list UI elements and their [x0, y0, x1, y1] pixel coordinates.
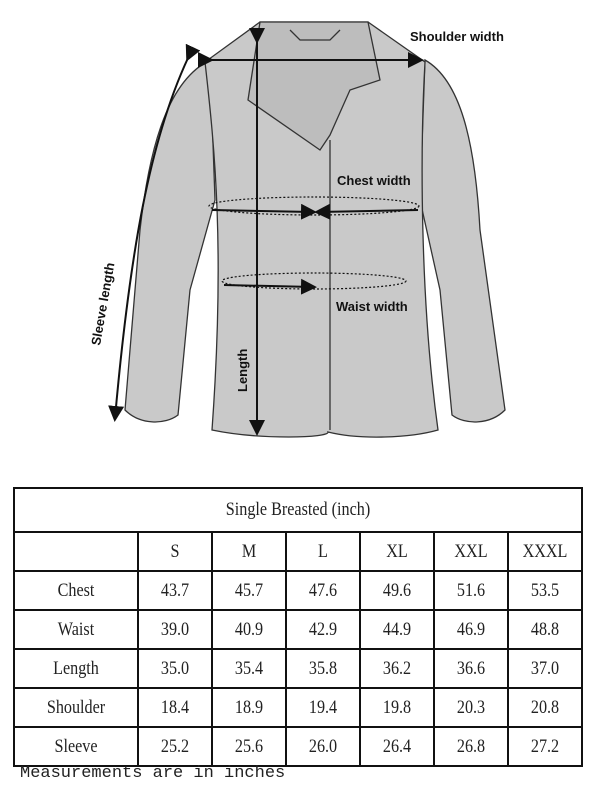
measurement-cell: 49.6	[364, 570, 430, 611]
measurement-cell: 26.0	[290, 726, 356, 767]
waist-width-label: Waist width	[336, 299, 408, 314]
measurement-cell: 44.9	[364, 609, 430, 650]
measurement-cell: 46.9	[438, 609, 504, 650]
measurement-cell: 36.6	[438, 648, 504, 689]
row-label: Waist	[22, 609, 130, 650]
row-label: Shoulder	[22, 687, 130, 728]
measurement-cell: 26.4	[364, 726, 430, 767]
measurement-cell: 19.4	[290, 687, 356, 728]
measurement-cell: 53.5	[512, 570, 578, 611]
measurement-cell: 37.0	[512, 648, 578, 689]
row-label: Chest	[22, 570, 130, 611]
sleeve-length-label: Sleeve length	[88, 261, 117, 346]
size-header: L	[290, 531, 356, 572]
table-row-chest: Chest 43.7 45.7 47.6 49.6 51.6 53.5	[14, 570, 582, 611]
size-header-row: S M L XL XXL XXXL	[14, 531, 582, 572]
jacket-illustration: Shoulder width Chest width Waist width L…	[88, 21, 506, 438]
measurement-cell: 40.9	[216, 609, 282, 650]
measurement-cell: 39.0	[142, 609, 208, 650]
measurement-cell: 18.9	[216, 687, 282, 728]
size-chart-table: Single Breasted (inch) S M L XL XXL XXXL…	[13, 487, 583, 767]
measurement-cell: 27.2	[512, 726, 578, 767]
size-header: XXL	[438, 531, 504, 572]
measurement-cell: 42.9	[290, 609, 356, 650]
footnote: Measurements are in inches	[20, 764, 286, 783]
measurement-cell: 51.6	[438, 570, 504, 611]
measurement-cell: 48.8	[512, 609, 578, 650]
measurement-cell: 35.8	[290, 648, 356, 689]
size-header: M	[216, 531, 282, 572]
measurement-cell: 19.8	[364, 687, 430, 728]
size-header: XXXL	[512, 531, 578, 572]
measurement-cell: 25.6	[216, 726, 282, 767]
size-header: S	[142, 531, 208, 572]
measurement-cell: 26.8	[438, 726, 504, 767]
measurement-cell: 20.3	[438, 687, 504, 728]
table-row-waist: Waist 39.0 40.9 42.9 44.9 46.9 48.8	[14, 609, 582, 650]
measurement-cell: 18.4	[142, 687, 208, 728]
shoulder-width-label: Shoulder width	[410, 29, 504, 44]
table-row-shoulder: Shoulder 18.4 18.9 19.4 19.8 20.3 20.8	[14, 687, 582, 728]
measurement-cell: 45.7	[216, 570, 282, 611]
size-header: XL	[364, 531, 430, 572]
measurement-cell: 47.6	[290, 570, 356, 611]
measurement-cell: 35.4	[216, 648, 282, 689]
measurement-cell: 25.2	[142, 726, 208, 767]
row-label: Sleeve	[22, 726, 130, 767]
chest-width-label: Chest width	[337, 173, 411, 188]
jacket-body	[124, 21, 506, 438]
measurement-cell: 36.2	[364, 648, 430, 689]
measurement-cell: 20.8	[512, 687, 578, 728]
row-label: Length	[22, 648, 130, 689]
table-row-sleeve: Sleeve 25.2 25.6 26.0 26.4 26.8 27.2	[14, 726, 582, 767]
measurement-cell: 35.0	[142, 648, 208, 689]
measurement-cell: 43.7	[142, 570, 208, 611]
table-title: Single Breasted (inch)	[55, 487, 541, 533]
length-label: Length	[235, 349, 250, 392]
measurement-lines	[108, 28, 424, 436]
table-row-length: Length 35.0 35.4 35.8 36.2 36.6 37.0	[14, 648, 582, 689]
header-empty-cell	[22, 531, 130, 572]
